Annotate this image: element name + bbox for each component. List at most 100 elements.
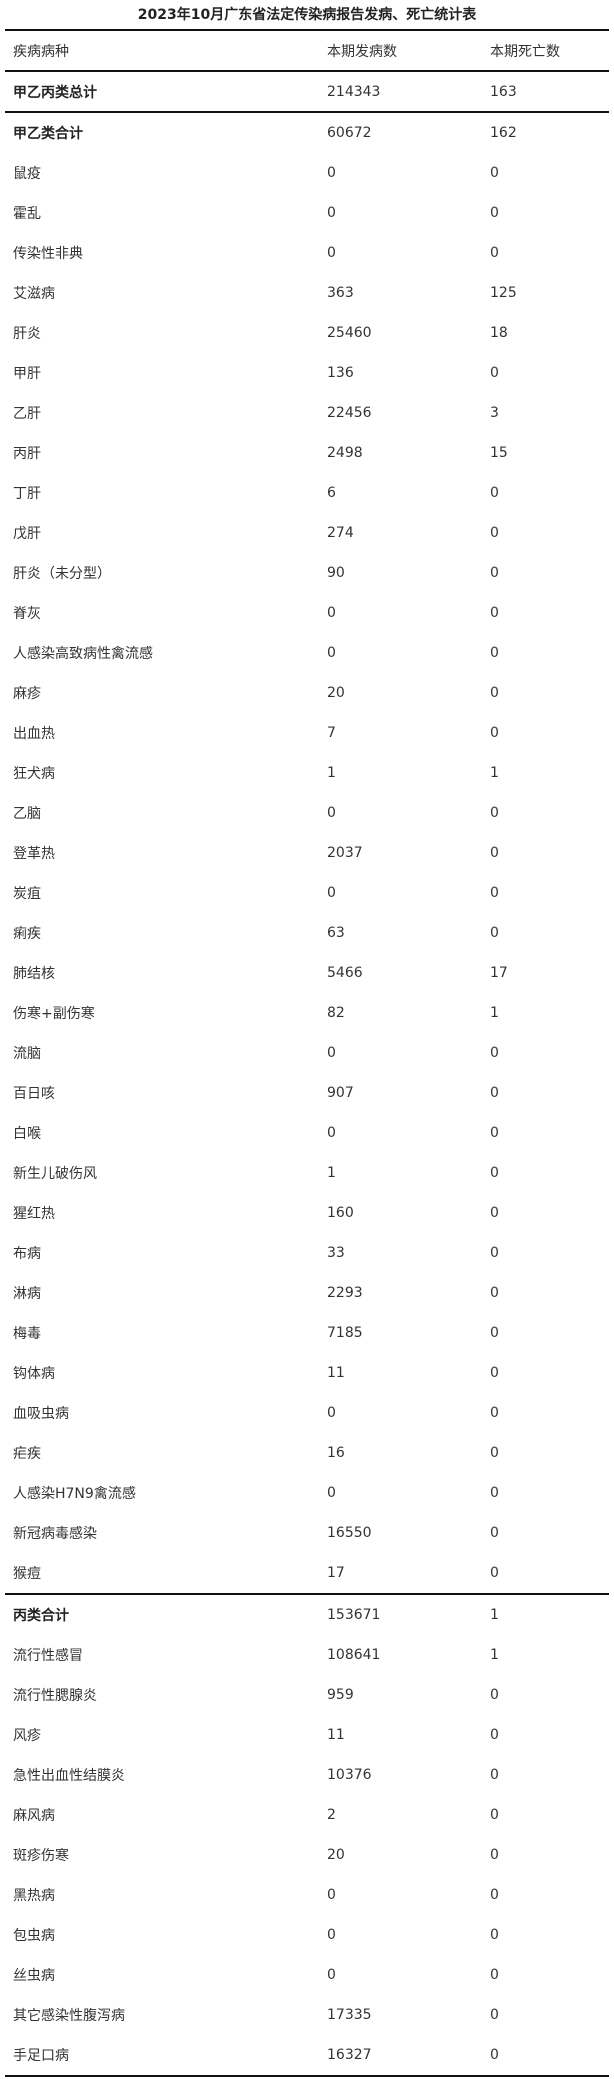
table-row: 流行性感冒 108641 1 (5, 1635, 609, 1675)
disease-name-cell: 白喉 (13, 1126, 41, 1142)
cases-cell: 2037 (327, 845, 363, 861)
deaths-cell: 162 (490, 125, 517, 141)
deaths-cell: 0 (490, 1125, 499, 1141)
disease-name-cell: 丁肝 (13, 486, 41, 502)
cases-cell: 16327 (327, 2047, 372, 2063)
column-header-deaths: 本期死亡数 (482, 30, 609, 72)
deaths-cell: 0 (490, 165, 499, 181)
deaths-cell: 0 (490, 885, 499, 901)
column-header-disease: 疾病病种 (5, 30, 319, 72)
table-row: 梅毒 7185 0 (5, 1313, 609, 1353)
table-row: 新冠病毒感染 16550 0 (5, 1513, 609, 1553)
table-row: 黑热病 0 0 (5, 1875, 609, 1915)
disease-name-cell: 戊肝 (13, 526, 41, 542)
disease-name-cell: 布病 (13, 1246, 41, 1262)
disease-name-cell: 丝虫病 (13, 1968, 55, 1984)
cases-cell: 108641 (327, 1647, 381, 1663)
deaths-cell: 18 (490, 325, 508, 341)
table-row: 鼠疫 0 0 (5, 153, 609, 193)
disease-name-cell: 其它感染性腹泻病 (13, 2008, 125, 2024)
disease-name-cell: 鼠疫 (13, 166, 41, 182)
table-row: 流行性腮腺炎 959 0 (5, 1675, 609, 1715)
deaths-cell: 0 (490, 2047, 499, 2063)
table-row: 伤寒+副伤寒 82 1 (5, 993, 609, 1033)
disease-name-cell: 流行性感冒 (13, 1648, 83, 1664)
deaths-cell: 163 (482, 71, 609, 113)
table-row: 猴痘 17 0 (5, 1553, 609, 1594)
cases-cell: 0 (327, 605, 336, 621)
cases-cell: 0 (327, 1485, 336, 1501)
cases-cell: 214343 (319, 71, 482, 113)
deaths-cell: 0 (490, 1525, 499, 1541)
deaths-cell: 125 (490, 285, 517, 301)
disease-name-cell: 流脑 (13, 1046, 41, 1062)
cases-cell: 20 (327, 685, 345, 701)
table-row: 艾滋病 363 125 (5, 273, 609, 313)
cases-cell: 16 (327, 1445, 345, 1461)
disease-name-cell: 猴痘 (13, 1566, 41, 1582)
disease-name-cell: 乙脑 (13, 806, 41, 822)
table-row: 人感染H7N9禽流感 0 0 (5, 1473, 609, 1513)
table-row-subtotal: 甲乙类合计 60672 162 (5, 112, 609, 153)
column-header-cases: 本期发病数 (319, 30, 482, 72)
table-row: 麻风病 2 0 (5, 1795, 609, 1835)
cases-cell: 90 (327, 565, 345, 581)
deaths-cell: 0 (490, 1767, 499, 1783)
deaths-cell: 0 (490, 1285, 499, 1301)
deaths-cell: 1 (490, 1005, 499, 1021)
table-row: 脊灰 0 0 (5, 593, 609, 633)
deaths-cell: 0 (490, 1045, 499, 1061)
disease-name-cell: 肺结核 (13, 966, 55, 982)
cases-cell: 17335 (327, 2007, 372, 2023)
deaths-cell: 0 (490, 1727, 499, 1743)
deaths-cell: 0 (490, 1325, 499, 1341)
deaths-cell: 0 (490, 205, 499, 221)
table-row: 血吸虫病 0 0 (5, 1393, 609, 1433)
table-row: 传染性非典 0 0 (5, 233, 609, 273)
deaths-cell: 0 (490, 1405, 499, 1421)
cases-cell: 160 (327, 1205, 354, 1221)
deaths-cell: 1 (490, 765, 499, 781)
cases-cell: 33 (327, 1245, 345, 1261)
cases-cell: 1 (327, 765, 336, 781)
deaths-cell: 0 (490, 245, 499, 261)
cases-cell: 2293 (327, 1285, 363, 1301)
deaths-cell: 0 (490, 1365, 499, 1381)
table-row: 乙脑 0 0 (5, 793, 609, 833)
table-row: 其它感染性腹泻病 17335 0 (5, 1995, 609, 2035)
table-row: 登革热 2037 0 (5, 833, 609, 873)
table-row: 急性出血性结膜炎 10376 0 (5, 1755, 609, 1795)
table-row: 出血热 7 0 (5, 713, 609, 753)
deaths-cell: 0 (490, 1967, 499, 1983)
deaths-cell: 0 (490, 925, 499, 941)
deaths-cell: 0 (490, 525, 499, 541)
disease-name-cell: 艾滋病 (13, 286, 55, 302)
cases-cell: 7185 (327, 1325, 363, 1341)
deaths-cell: 0 (490, 685, 499, 701)
cases-cell: 0 (327, 1927, 336, 1943)
disease-name-cell: 手足口病 (13, 2048, 69, 2064)
table-row: 钩体病 11 0 (5, 1353, 609, 1393)
table-row: 白喉 0 0 (5, 1113, 609, 1153)
deaths-cell: 0 (490, 725, 499, 741)
disease-name-cell: 血吸虫病 (13, 1406, 69, 1422)
disease-name-cell: 甲乙丙类总计 (5, 71, 319, 113)
disease-name-cell: 麻风病 (13, 1808, 55, 1824)
cases-cell: 274 (327, 525, 354, 541)
table-row: 炭疽 0 0 (5, 873, 609, 913)
disease-name-cell: 炭疽 (13, 886, 41, 902)
cases-cell: 0 (327, 165, 336, 181)
cases-cell: 0 (327, 1045, 336, 1061)
cases-cell: 0 (327, 805, 336, 821)
table-row: 疟疾 16 0 (5, 1433, 609, 1473)
cases-cell: 7 (327, 725, 336, 741)
cases-cell: 959 (327, 1687, 354, 1703)
cases-cell: 82 (327, 1005, 345, 1021)
deaths-cell: 0 (490, 805, 499, 821)
deaths-cell: 0 (490, 1085, 499, 1101)
deaths-cell: 0 (490, 365, 499, 381)
table-row: 丁肝 6 0 (5, 473, 609, 513)
disease-name-cell: 风疹 (13, 1728, 41, 1744)
cases-cell: 2 (327, 1807, 336, 1823)
disease-name-cell: 疟疾 (13, 1446, 41, 1462)
